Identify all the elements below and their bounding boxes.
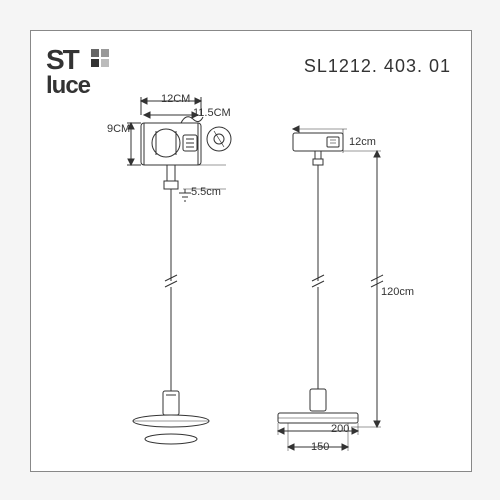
technical-drawing	[31, 31, 471, 471]
drawing-sheet: ST luce SL1212. 403. 01 12CM 11.5CM 9CM …	[30, 30, 472, 472]
